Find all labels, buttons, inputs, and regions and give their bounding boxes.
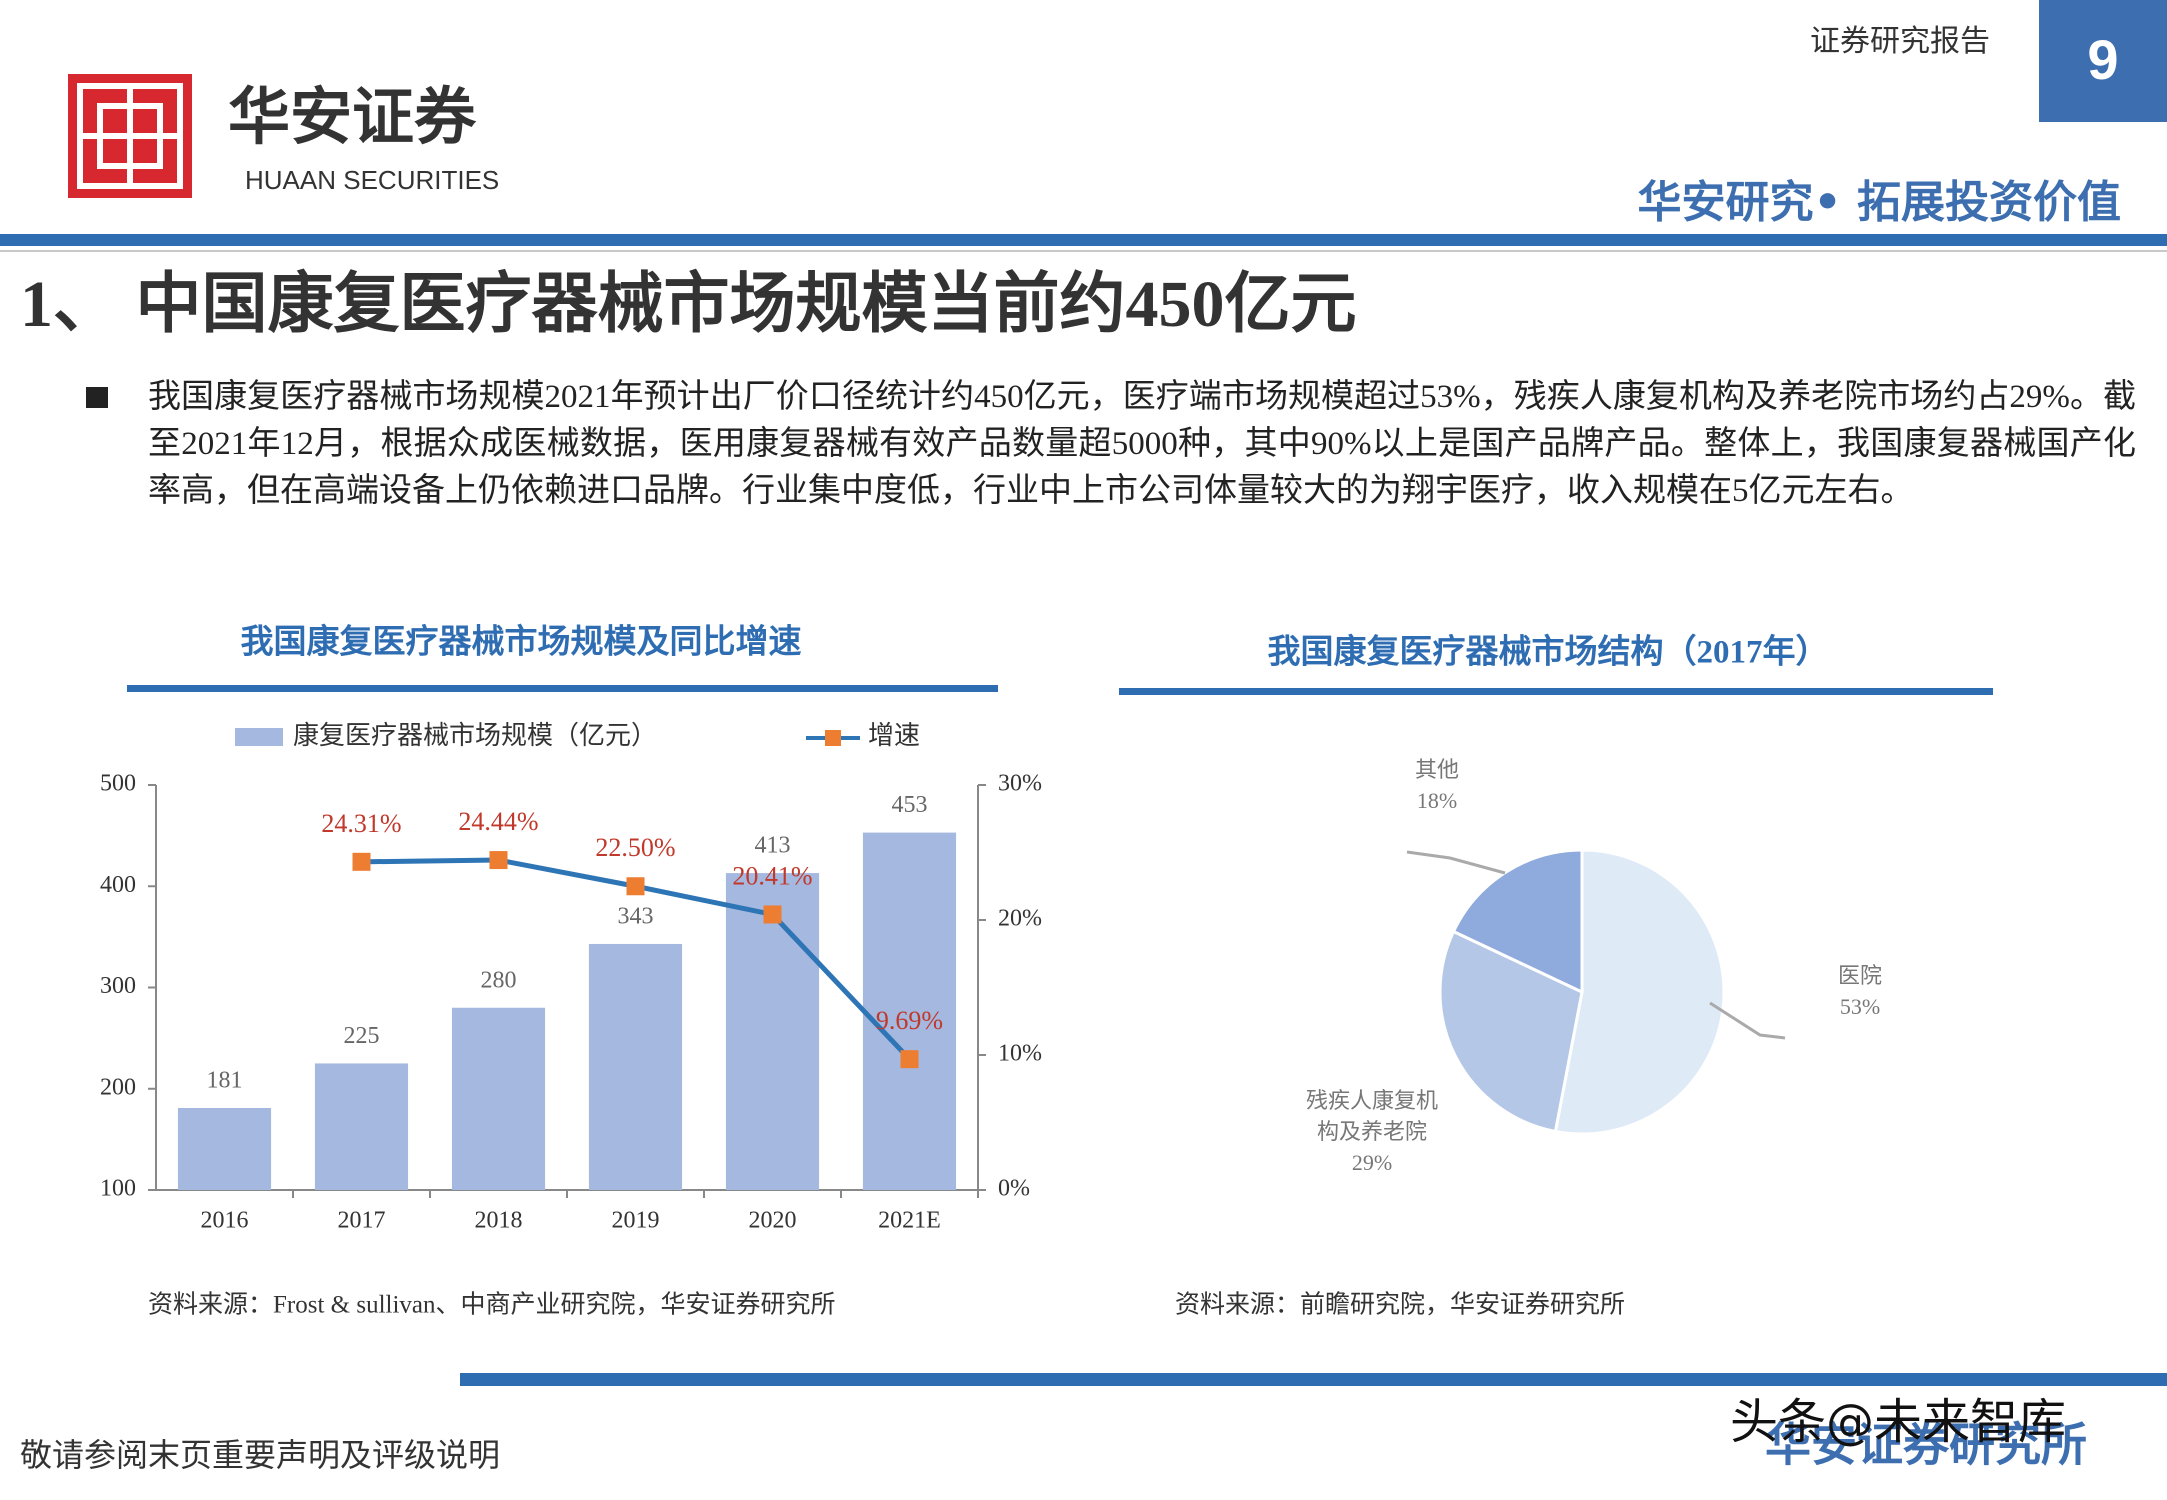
pie-label: 医院 [1837, 963, 1882, 988]
header-rule [0, 234, 2167, 246]
y-tick-label: 100 [100, 1176, 136, 1202]
pie-value-label: 18% [1416, 788, 1458, 813]
report-type: 证券研究报告 [1810, 25, 1990, 58]
bullet-square [86, 387, 108, 408]
bar-value-label: 181 [207, 1067, 243, 1093]
x-tick-label: 2021E [878, 1208, 941, 1234]
y-tick-label: 500 [100, 771, 136, 797]
footer-rule [460, 1373, 2167, 1386]
chart-title: 我国康复医疗器械市场规模及同比增速 [241, 623, 802, 661]
bar-value-label: 453 [892, 792, 928, 818]
x-tick-label: 2016 [201, 1208, 249, 1234]
pie-value-label: 29% [1351, 1150, 1393, 1175]
y-tick-label: 200 [100, 1074, 136, 1100]
line-value-label: 22.50% [595, 833, 675, 862]
disclaimer: 敬请参阅末页重要声明及评级说明 [20, 1436, 500, 1474]
org: 华安证券研究所 [1765, 1418, 2087, 1472]
slogan: 华安研究• 拓展投资价值 [1638, 177, 2121, 228]
bar [588, 943, 683, 1190]
y2-tick-label: 30% [998, 771, 1042, 797]
legend-swatch [235, 728, 283, 746]
y2-tick-label: 10% [998, 1041, 1042, 1067]
bar [725, 873, 820, 1190]
line-marker [626, 877, 645, 896]
x-tick-label: 2020 [749, 1208, 797, 1234]
line-value-label: 9.69% [876, 1006, 943, 1035]
pie-slice [1553, 848, 1726, 1136]
chart-source: 资料来源：前瞻研究院，华安证券研究所 [1175, 1291, 1625, 1319]
leader-line [1406, 850, 1506, 875]
bullet-text: 我国康复医疗器械市场规模2021年预计出厂价口径统计约450亿元，医疗端市场规模… [148, 379, 2136, 509]
line-marker [763, 905, 782, 924]
page-number-box [2039, 0, 2167, 122]
line-value-label: 20.41% [732, 861, 812, 890]
y2-tick-label: 20% [998, 906, 1042, 932]
bar [314, 1063, 409, 1190]
pie-label: 残疾人康复机构及养老院 [1306, 1088, 1439, 1144]
logo-cn: 华安证券 [228, 83, 477, 152]
pie-value-label: 53% [1839, 994, 1881, 1019]
line-value-label: 24.31% [321, 809, 401, 838]
chart-title-rule [127, 685, 998, 692]
legend-label: 增速 [868, 721, 920, 750]
x-tick-label: 2019 [612, 1208, 660, 1234]
x-tick-label: 2018 [475, 1208, 523, 1234]
leader-line [1709, 1001, 1786, 1040]
bar-value-label: 225 [344, 1023, 380, 1049]
watermark: 头条@未来智库 [1730, 1394, 2066, 1450]
bar-value-label: 343 [618, 903, 654, 929]
line-marker [900, 1050, 919, 1069]
legend-marker [825, 730, 841, 746]
bar [451, 1007, 546, 1190]
legend-label: 康复医疗器械市场规模（亿元） [293, 721, 657, 750]
y-tick-label: 400 [100, 872, 136, 898]
y-tick-label: 300 [100, 973, 136, 999]
pie-slice [1438, 929, 1584, 1134]
page-number: 9 [2087, 28, 2118, 91]
y2-tick-label: 0% [998, 1176, 1030, 1202]
chart-source: 资料来源：Frost & sullivan、中商产业研究院，华安证券研究所 [148, 1291, 836, 1319]
line-marker [489, 851, 508, 870]
logo-en: HUAAN SECURITIES [245, 165, 499, 195]
bar-value-label: 413 [755, 833, 791, 859]
bar-value-label: 280 [481, 967, 517, 993]
chart-title-rule [1119, 688, 1993, 695]
line-marker [352, 852, 371, 871]
bar [862, 832, 957, 1190]
pie-label: 其他 [1414, 757, 1459, 782]
pie-slice [1451, 848, 1584, 995]
bar [177, 1107, 272, 1190]
x-tick-label: 2017 [338, 1208, 386, 1234]
logo-mark [68, 74, 192, 198]
chart-title: 我国康复医疗器械市场结构（2017年） [1268, 633, 1829, 671]
line-value-label: 24.44% [458, 807, 538, 836]
page-title: 1、 中国康复医疗器械市场规模当前约450亿元 [20, 268, 1357, 341]
